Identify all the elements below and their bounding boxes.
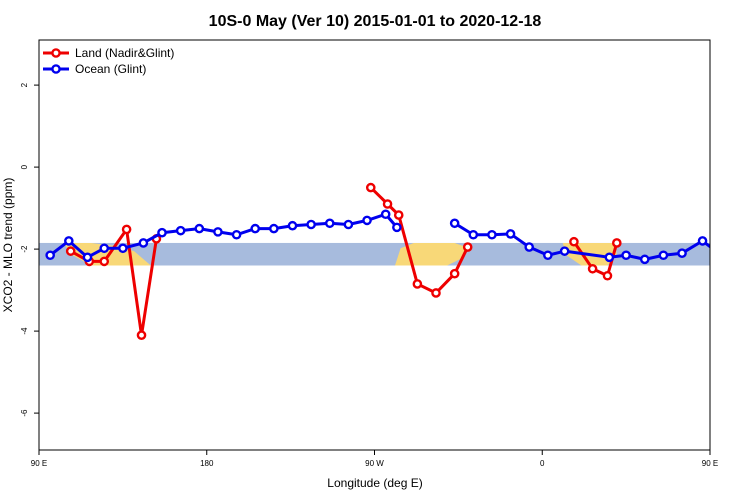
data-point <box>639 254 650 265</box>
legend-label: Ocean (Glint) <box>75 62 146 76</box>
legend-label: Land (Nadir&Glint) <box>75 46 174 60</box>
x-tick-label: 0 <box>540 459 545 468</box>
data-point <box>380 209 391 220</box>
y-tick-label: -2 <box>20 245 29 253</box>
data-point <box>99 243 110 254</box>
x-tick-label: 180 <box>200 459 214 468</box>
x-tick-label: 90 E <box>31 459 47 468</box>
data-point <box>658 250 669 261</box>
x-tick-label: 90 W <box>365 459 384 468</box>
data-point <box>343 219 354 230</box>
data-point <box>543 250 553 261</box>
x-axis-label: Longitude (deg E) <box>327 476 422 490</box>
data-point <box>175 225 186 236</box>
data-point <box>487 229 497 240</box>
data-point <box>45 250 55 261</box>
data-point <box>677 248 687 258</box>
data-point <box>569 236 579 247</box>
series-line <box>742 229 750 335</box>
data-point <box>449 218 460 229</box>
data-point <box>412 279 423 289</box>
data-point <box>602 270 613 281</box>
data-point <box>559 246 570 256</box>
chart-title: 10S-0 May (Ver 10) 2015-01-01 to 2020-12… <box>209 13 542 30</box>
data-point <box>736 237 743 244</box>
data-point <box>194 223 205 234</box>
latitude-band <box>39 242 710 266</box>
y-axis: 2 0 -2 -4 -6 <box>20 82 39 417</box>
data-point <box>121 224 132 235</box>
data-point <box>157 227 167 238</box>
data-point <box>738 248 745 255</box>
data-point <box>718 252 725 259</box>
data-point <box>524 242 535 252</box>
legend-item: Land (Nadir&Glint) <box>43 46 174 60</box>
data-point <box>99 256 110 267</box>
data-point <box>64 236 74 246</box>
series-line <box>453 221 710 261</box>
y-tick-label: 2 <box>20 82 29 87</box>
x-tick-label: 90 E <box>702 459 718 468</box>
data-point <box>324 218 335 229</box>
data-point <box>697 236 708 246</box>
data-point <box>138 238 149 248</box>
data-point <box>362 215 372 226</box>
data-point <box>462 242 473 252</box>
data-point <box>431 288 441 298</box>
data-point <box>306 219 316 230</box>
data-point <box>231 229 242 240</box>
data-point <box>392 222 402 233</box>
data-point <box>287 220 298 231</box>
data-point <box>393 210 404 220</box>
legend-item: Ocean (Glint) <box>43 62 146 76</box>
data-point <box>621 250 631 261</box>
data-point <box>136 330 147 341</box>
land-mass-1 <box>395 242 466 266</box>
land-mass-3 <box>734 243 750 266</box>
data-point <box>213 227 223 237</box>
y-tick-label: -6 <box>20 409 29 417</box>
data-point <box>269 223 279 234</box>
y-tick-label: 0 <box>20 164 29 169</box>
data-point <box>118 243 128 254</box>
legend-marker <box>51 48 61 58</box>
series-ocean <box>45 209 743 265</box>
data-point <box>505 229 516 239</box>
data-point <box>82 252 93 263</box>
data-point <box>587 263 598 274</box>
data-point <box>604 252 615 263</box>
x-axis: 90 E 180 90 W 0 90 E <box>31 450 718 468</box>
data-point <box>250 223 261 234</box>
data-point <box>65 246 76 256</box>
data-point <box>449 268 460 279</box>
plot-area <box>39 182 750 341</box>
legend: Land (Nadir&Glint) Ocean (Glint) <box>43 46 174 76</box>
data-point <box>365 182 376 193</box>
data-point <box>468 229 479 240</box>
y-tick-label: -4 <box>20 327 29 335</box>
y-axis-label: XCO2 - MLO trend (ppm) <box>1 178 15 313</box>
legend-marker <box>51 64 61 74</box>
data-point <box>612 238 622 248</box>
data-point <box>382 199 393 209</box>
